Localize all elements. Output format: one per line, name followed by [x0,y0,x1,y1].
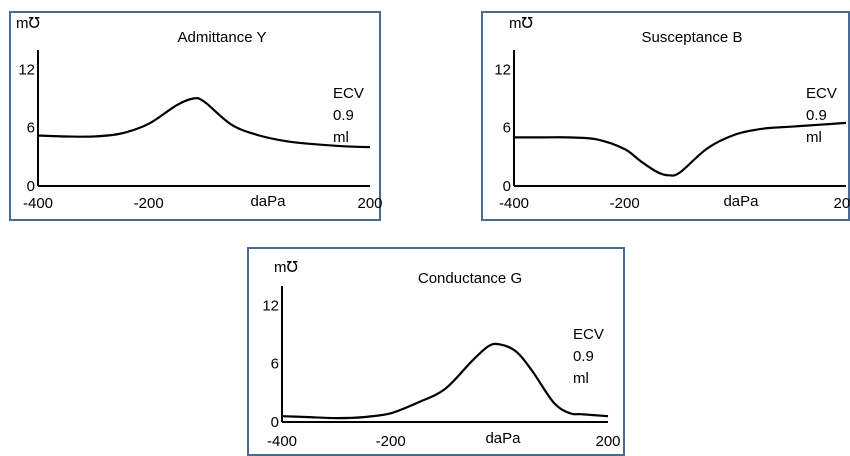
y-tick-label: 6 [503,120,511,137]
y-tick-label: 0 [27,178,35,195]
ecv-annotation-line: ml [333,129,349,146]
ecv-annotation-line: ECV [806,85,837,102]
x-tick-label: 200 [833,195,850,212]
y-tick-label: 12 [18,61,35,78]
y-unit-label: m℧ [16,15,40,32]
chart-title: Susceptance B [642,29,743,46]
x-tick-label: 200 [595,433,620,450]
ecv-annotation-line: ml [806,129,822,146]
data-curve [281,342,609,420]
y-unit-label: m℧ [509,15,533,32]
chart-title: Conductance G [418,270,522,287]
chart-panel-3: Conductance G m℧ daPa -400 -200 200 12 6 0 ECV 0.9… [247,247,625,456]
data-curve [513,121,847,177]
x-tick-label: -200 [134,195,164,212]
chart-frame [247,247,625,456]
y-tick-label: 6 [27,120,35,137]
chart-panel-2: Susceptance B m℧ daPa -400 -200 200 12 6 0 ECV 0.9… [481,11,850,221]
ecv-annotation-line: ECV [573,326,604,343]
x-axis-label: daPa [485,430,521,447]
chart-title: Admittance Y [178,29,267,46]
ecv-annotation-line: 0.9 [806,107,827,124]
y-unit-label: m℧ [274,259,298,276]
y-tick-label: 6 [271,356,279,373]
ecv-annotation-line: 0.9 [333,107,354,124]
x-tick-label: 200 [357,195,382,212]
x-tick-label: -400 [499,195,529,212]
x-tick-label: -400 [267,433,297,450]
x-tick-label: -200 [376,433,406,450]
chart-panel-1: Admittance Y m℧ daPa -400 -200 200 12 6 0 ECV 0.9 m… [9,11,383,221]
y-tick-label: 12 [262,297,279,314]
y-tick-label: 0 [503,178,511,195]
x-tick-label: -400 [23,195,53,212]
data-curve [37,96,371,149]
y-tick-label: 0 [271,414,279,431]
x-axis-label: daPa [250,193,286,210]
x-axis-label: daPa [723,193,759,210]
ecv-annotation-line: 0.9 [573,348,594,365]
ecv-annotation-line: ECV [333,85,364,102]
y-tick-label: 12 [494,61,511,78]
ecv-annotation-line: ml [573,370,589,387]
x-tick-label: -200 [610,195,640,212]
